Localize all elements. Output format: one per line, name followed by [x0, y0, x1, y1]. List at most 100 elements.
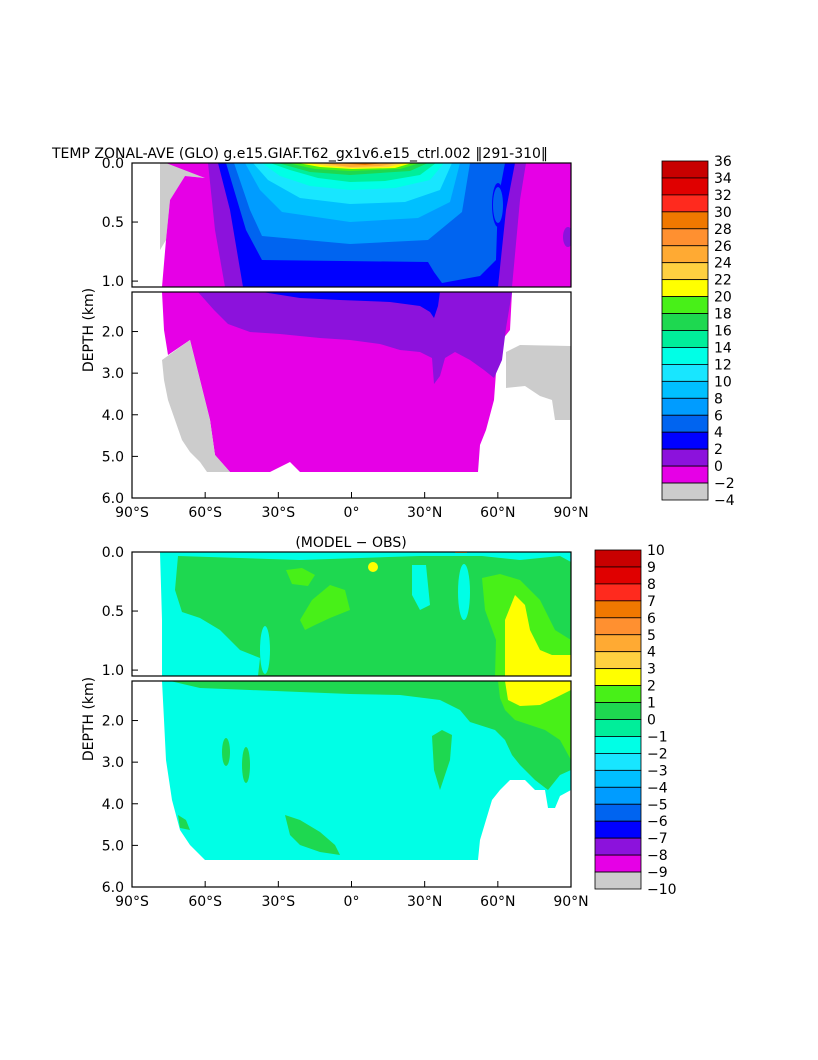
colorbar-label: −9 — [647, 865, 668, 881]
y-tick-label: 1.0 — [102, 274, 124, 290]
temperature-upper-frame — [131, 162, 572, 288]
difference-panel: (MODEL − OBS) — [81, 535, 677, 910]
colorbar-label: 16 — [714, 324, 732, 340]
colorbar-swatch — [594, 736, 642, 754]
colorbar-swatch — [594, 769, 642, 788]
diff-region-0-1 — [285, 815, 340, 855]
colorbar-swatch — [661, 313, 709, 331]
diff-region-2-3 — [505, 595, 571, 676]
x-tick-label: 60°N — [480, 505, 515, 521]
y-tick-label: 6.0 — [102, 880, 124, 896]
colorbar-label: −2 — [714, 476, 735, 492]
colorbar-label: 30 — [714, 205, 732, 221]
colorbar-label: 36 — [714, 154, 732, 170]
colorbar-swatch — [661, 211, 709, 230]
temperature-field-upper — [132, 163, 571, 287]
colorbar-swatch — [661, 177, 709, 196]
colorbar-swatch — [594, 719, 642, 737]
colorbar-label: −4 — [714, 493, 735, 509]
diff-region-0-1 — [222, 738, 230, 766]
y-tick-label: 5.0 — [102, 449, 124, 465]
colorbar-label: −2 — [647, 746, 668, 762]
y-tick-label: 0.5 — [102, 604, 124, 620]
colorbar-swatch — [661, 363, 709, 382]
diff-region-2-3 — [368, 562, 378, 572]
temp-region-26-28 — [320, 163, 398, 167]
colorbar-swatch — [661, 228, 709, 247]
diff-region-0-to-minus1 — [162, 681, 571, 860]
x-tick-label: 60°S — [188, 505, 222, 521]
x-tick-label: 90°S — [115, 894, 149, 910]
colorbar-label: 2 — [647, 679, 656, 695]
x-tick-label: 60°S — [188, 894, 222, 910]
colorbar-swatch — [594, 854, 642, 873]
colorbar-swatch — [594, 583, 642, 602]
colorbar-label: 8 — [714, 391, 723, 407]
colorbar-swatch — [594, 566, 642, 585]
colorbar-swatch — [661, 448, 709, 467]
colorbar-swatch — [661, 465, 709, 484]
colorbar-label: −10 — [647, 882, 677, 898]
colorbar-label: −3 — [647, 763, 668, 779]
colorbar-label: 12 — [714, 357, 732, 373]
y-tick-label: 3.0 — [102, 366, 124, 382]
colorbar-label: 4 — [647, 645, 656, 661]
y-tick-label: 2.0 — [102, 714, 124, 730]
temp-region-below-zero — [506, 345, 571, 420]
colorbar-swatch — [661, 245, 709, 264]
colorbar-label: 10 — [647, 543, 665, 559]
colorbar-label: 0 — [714, 459, 723, 475]
colorbar-label: 5 — [647, 628, 656, 644]
x-tick-label: 90°N — [553, 894, 588, 910]
diff-region-0-1 — [170, 681, 571, 790]
difference-field-lower — [132, 681, 571, 887]
temp-region-4-6 — [262, 292, 440, 318]
x-tick-label: 90°S — [115, 505, 149, 521]
colorbar-swatch — [594, 820, 642, 839]
diff-region-0-1 — [432, 730, 452, 790]
colorbar-swatch — [661, 330, 709, 348]
y-tick-label: 1.0 — [102, 663, 124, 679]
colorbar-swatch — [594, 753, 642, 771]
diff-region-0-to-minus1 — [412, 565, 430, 610]
colorbar-label: 32 — [714, 188, 732, 204]
colorbar-swatch — [594, 600, 642, 619]
colorbar-swatch — [661, 380, 709, 399]
difference-field-upper — [132, 552, 571, 676]
temperature-field-lower — [132, 292, 571, 498]
colorbar-label: −4 — [647, 780, 668, 796]
colorbar-label: 24 — [714, 256, 732, 272]
colorbar-label: 7 — [647, 594, 656, 610]
diff-region-0-1 — [178, 815, 190, 830]
colorbar-label: −6 — [647, 814, 668, 830]
colorbar-label: 10 — [714, 374, 732, 390]
x-tick-label: 30°S — [261, 894, 295, 910]
colorbar-swatch — [661, 160, 709, 179]
temperature-title: TEMP ZONAL-AVE (GLO) g.e15.GIAF.T62_gx1v… — [51, 146, 548, 162]
colorbar-label: 14 — [714, 340, 732, 356]
x-tick-label: 60°N — [480, 894, 515, 910]
difference-ylabel: DEPTH (km) — [81, 677, 97, 761]
diff-region-2-3 — [505, 681, 571, 706]
y-tick-label: 2.0 — [102, 325, 124, 341]
colorbar-label: −8 — [647, 848, 668, 864]
colorbar-label: 6 — [647, 611, 656, 627]
colorbar-swatch — [594, 871, 642, 890]
diff-region-1-2 — [286, 568, 315, 586]
colorbar-label: −5 — [647, 797, 668, 813]
colorbar-swatch — [661, 347, 709, 365]
colorbar-swatch — [594, 803, 642, 822]
x-tick-label: 30°N — [407, 894, 442, 910]
colorbar-swatch — [594, 651, 642, 670]
colorbar-swatch — [661, 414, 709, 433]
colorbar-label: 9 — [647, 560, 656, 576]
temp-region-below-zero — [162, 340, 230, 472]
x-tick-label: 0° — [344, 894, 360, 910]
colorbar-label: 1 — [647, 696, 656, 712]
diff-region-0-to-minus1 — [458, 564, 470, 620]
colorbar-swatch — [661, 296, 709, 314]
colorbar-swatch — [661, 194, 709, 213]
difference-upper-frame — [131, 551, 572, 677]
y-tick-label: 4.0 — [102, 797, 124, 813]
